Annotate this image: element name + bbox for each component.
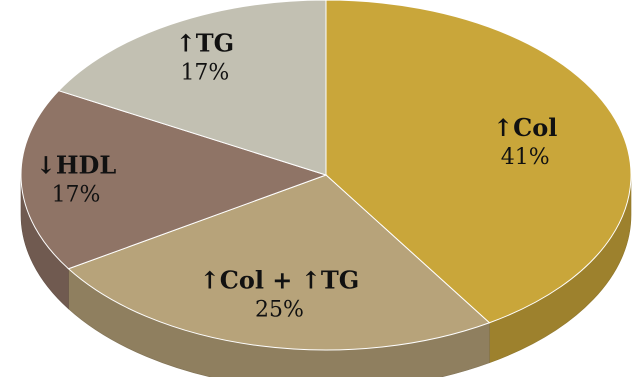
- pie-slice-down-hdl: [20, 90, 328, 270]
- slice-value-up-col: 41%: [501, 145, 550, 170]
- pie-slice-up-col-plus-up-tg: [67, 174, 491, 351]
- slice-label-up-col: ↑Col: [493, 113, 557, 142]
- slice-label-up-col-plus-up-tg: ↑Col + ↑TG: [200, 266, 360, 295]
- slice-value-up-tg: 17%: [180, 61, 229, 86]
- slice-label-up-tg: ↑TG: [176, 29, 234, 58]
- pie-labels: ↑Col 41% ↑Col + ↑TG 25% ↓HDL 17% ↑TG 17%: [36, 29, 558, 323]
- pie-slice-up-col: [325, 0, 632, 324]
- slice-value-down-hdl: 17%: [52, 183, 101, 208]
- pie-slice-up-tg: [57, 0, 327, 176]
- slice-label-down-hdl: ↓HDL: [36, 151, 117, 180]
- slice-value-up-col-plus-up-tg: 25%: [255, 298, 304, 323]
- pie-slices: [20, 0, 632, 351]
